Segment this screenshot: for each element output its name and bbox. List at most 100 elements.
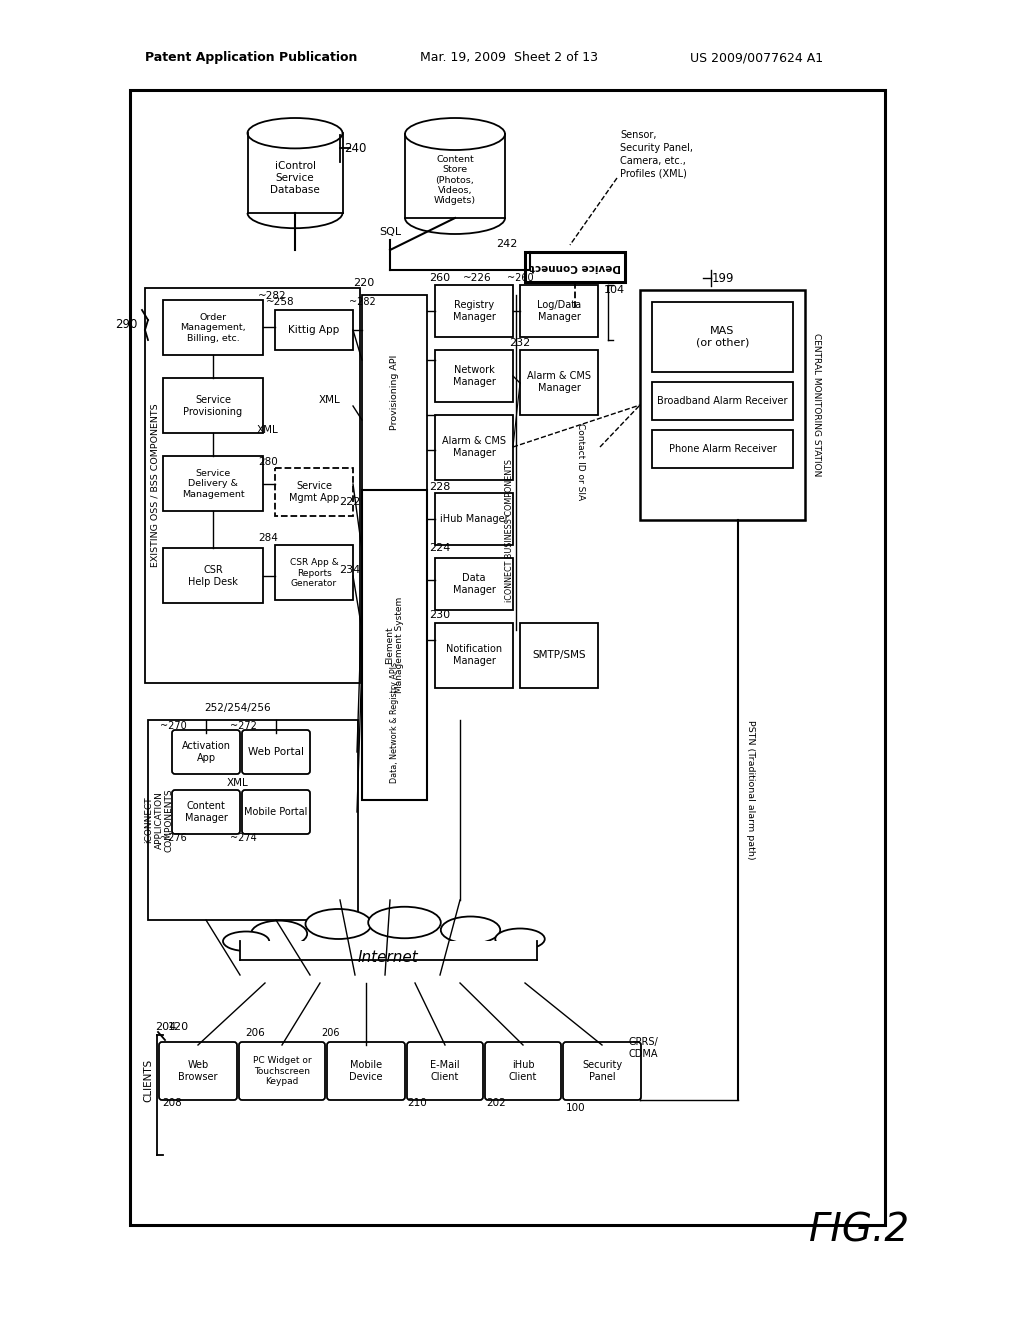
Text: MAS
(or other): MAS (or other) bbox=[696, 326, 750, 347]
Bar bbox=[275, 545, 353, 601]
Text: 222: 222 bbox=[339, 498, 360, 507]
FancyBboxPatch shape bbox=[242, 789, 310, 834]
Text: Notification
Manager: Notification Manager bbox=[445, 644, 502, 665]
Text: ~270: ~270 bbox=[160, 721, 186, 731]
Text: Contact ID or SIA: Contact ID or SIA bbox=[575, 424, 585, 500]
Text: 260: 260 bbox=[429, 273, 451, 282]
Text: 232: 232 bbox=[509, 338, 530, 348]
Text: ~258: ~258 bbox=[265, 297, 294, 308]
Text: Content
Store
(Photos,
Videos,
Widgets): Content Store (Photos, Videos, Widgets) bbox=[434, 154, 476, 206]
Bar bbox=[130, 90, 885, 1225]
Bar bbox=[520, 350, 598, 414]
Text: iControl
Service
Database: iControl Service Database bbox=[270, 161, 319, 194]
Text: Service
Delivery &
Management: Service Delivery & Management bbox=[181, 469, 245, 499]
Text: US 2009/0077624 A1: US 2009/0077624 A1 bbox=[690, 51, 823, 65]
Bar bbox=[275, 469, 353, 516]
Text: Broadband Alarm Receiver: Broadband Alarm Receiver bbox=[657, 396, 787, 407]
FancyBboxPatch shape bbox=[159, 1041, 237, 1100]
Text: 240: 240 bbox=[344, 141, 367, 154]
Text: Device Connect: Device Connect bbox=[529, 261, 621, 272]
Bar bbox=[148, 719, 358, 920]
Text: ~282: ~282 bbox=[348, 297, 376, 308]
Bar bbox=[435, 623, 513, 688]
Text: EXISTING OSS / BSS COMPONENTS: EXISTING OSS / BSS COMPONENTS bbox=[151, 404, 160, 568]
Ellipse shape bbox=[406, 117, 505, 150]
Text: Mar. 19, 2009  Sheet 2 of 13: Mar. 19, 2009 Sheet 2 of 13 bbox=[420, 51, 598, 65]
Text: Web
Browser: Web Browser bbox=[178, 1060, 218, 1082]
Text: 228: 228 bbox=[429, 482, 451, 492]
Ellipse shape bbox=[248, 117, 342, 148]
Text: PC Widget or
Touchscreen
Keypad: PC Widget or Touchscreen Keypad bbox=[253, 1056, 311, 1086]
Ellipse shape bbox=[369, 907, 440, 939]
Text: FIG.2: FIG.2 bbox=[809, 1210, 910, 1249]
Text: XML: XML bbox=[227, 777, 249, 788]
FancyBboxPatch shape bbox=[485, 1041, 561, 1100]
Text: PSTN (Traditional alarm path): PSTN (Traditional alarm path) bbox=[745, 721, 755, 859]
Bar bbox=[435, 492, 513, 545]
Text: Order
Management,
Billing, etc.: Order Management, Billing, etc. bbox=[180, 313, 246, 343]
Text: ~272: ~272 bbox=[229, 721, 256, 731]
Bar bbox=[240, 941, 537, 962]
Bar bbox=[163, 378, 263, 433]
Text: GPRS/
CDMA: GPRS/ CDMA bbox=[628, 1038, 657, 1059]
FancyBboxPatch shape bbox=[239, 1041, 325, 1100]
Text: ~274: ~274 bbox=[229, 833, 256, 843]
Bar bbox=[652, 302, 793, 372]
Text: Provisioning API: Provisioning API bbox=[390, 355, 399, 430]
Text: 120: 120 bbox=[168, 1022, 189, 1032]
Text: iCONNECT BUSINESS COMPONENTS: iCONNECT BUSINESS COMPONENTS bbox=[506, 458, 514, 602]
Text: 208: 208 bbox=[162, 1098, 181, 1107]
FancyBboxPatch shape bbox=[407, 1041, 483, 1100]
Text: CSR
Help Desk: CSR Help Desk bbox=[188, 565, 238, 587]
Bar bbox=[275, 310, 353, 350]
Text: 104: 104 bbox=[603, 285, 625, 294]
Ellipse shape bbox=[440, 916, 500, 944]
Ellipse shape bbox=[496, 928, 545, 949]
Text: Internet: Internet bbox=[357, 949, 419, 965]
FancyBboxPatch shape bbox=[172, 789, 240, 834]
Text: Registry
Manager: Registry Manager bbox=[453, 300, 496, 322]
Bar bbox=[406, 135, 505, 218]
Text: XML: XML bbox=[319, 395, 341, 405]
Text: Camera, etc.,: Camera, etc., bbox=[620, 156, 686, 166]
Text: Data
Manager: Data Manager bbox=[453, 573, 496, 595]
Text: XML: XML bbox=[257, 425, 279, 436]
Text: Web Portal: Web Portal bbox=[248, 747, 304, 756]
Text: ~276: ~276 bbox=[160, 833, 186, 843]
Text: Profiles (XML): Profiles (XML) bbox=[620, 169, 687, 180]
Bar bbox=[229, 941, 547, 972]
FancyBboxPatch shape bbox=[327, 1041, 406, 1100]
Text: ~226: ~226 bbox=[463, 273, 492, 282]
Bar bbox=[145, 288, 360, 682]
Text: Alarm & CMS
Manager: Alarm & CMS Manager bbox=[442, 436, 506, 458]
Text: 224: 224 bbox=[429, 543, 451, 553]
FancyBboxPatch shape bbox=[563, 1041, 641, 1100]
Text: Activation
App: Activation App bbox=[181, 742, 230, 763]
Text: 230: 230 bbox=[429, 610, 451, 620]
Text: SQL: SQL bbox=[379, 227, 401, 238]
Text: Network
Manager: Network Manager bbox=[453, 366, 496, 387]
Text: E-Mail
Client: E-Mail Client bbox=[430, 1060, 460, 1082]
Bar bbox=[652, 381, 793, 420]
Text: Data, Network & Registry APIs: Data, Network & Registry APIs bbox=[390, 663, 399, 783]
FancyBboxPatch shape bbox=[172, 730, 240, 774]
Text: SMTP/SMS: SMTP/SMS bbox=[532, 649, 586, 660]
Text: ~260: ~260 bbox=[507, 273, 534, 282]
Text: 206: 206 bbox=[321, 1028, 339, 1038]
Text: Mobile Portal: Mobile Portal bbox=[245, 807, 307, 817]
Text: 204: 204 bbox=[155, 1022, 176, 1032]
Text: 100: 100 bbox=[566, 1104, 586, 1113]
Ellipse shape bbox=[223, 932, 269, 950]
Bar bbox=[248, 133, 342, 213]
Text: 242: 242 bbox=[497, 239, 518, 249]
Text: iHub
Client: iHub Client bbox=[509, 1060, 538, 1082]
Text: Kittig App: Kittig App bbox=[289, 325, 340, 335]
Text: 202: 202 bbox=[486, 1098, 506, 1107]
Text: 234: 234 bbox=[339, 565, 360, 576]
Text: Security Panel,: Security Panel, bbox=[620, 143, 693, 153]
Text: 206: 206 bbox=[245, 1028, 265, 1038]
Text: Alarm & CMS
Manager: Alarm & CMS Manager bbox=[527, 371, 591, 393]
Text: Patent Application Publication: Patent Application Publication bbox=[145, 51, 357, 65]
Text: Security
Panel: Security Panel bbox=[582, 1060, 622, 1082]
Bar bbox=[163, 548, 263, 603]
